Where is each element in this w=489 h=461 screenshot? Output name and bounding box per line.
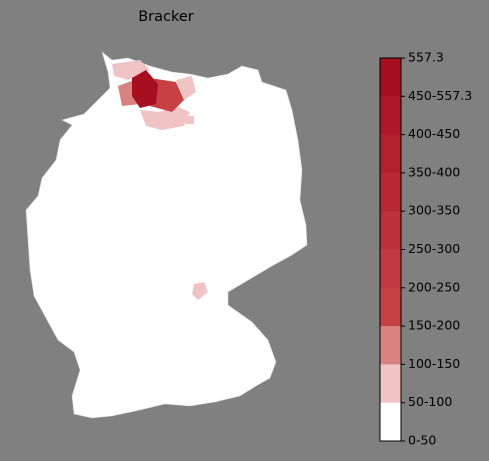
colorbar-label: 150-200: [408, 318, 460, 333]
region-light: [192, 282, 208, 300]
region-light: [186, 116, 194, 124]
colorbar-segment: [380, 134, 401, 174]
colorbar-label: 350-400: [408, 164, 460, 179]
map-title: Bracker: [138, 9, 194, 25]
colorbar-label: 300-350: [408, 203, 460, 218]
country-outline: [25, 51, 308, 419]
colorbar-label: 250-300: [408, 241, 460, 256]
colorbar-label: 200-250: [408, 279, 460, 294]
colorbar-label: 557.3: [408, 50, 444, 65]
colorbar-segment: [380, 249, 401, 289]
germany-map: [25, 51, 308, 419]
colorbar-label: 0-50: [408, 433, 436, 448]
colorbar-segment: [380, 172, 401, 212]
region-dark: [132, 70, 158, 108]
colorbar-label: 100-150: [408, 356, 460, 371]
region-light: [112, 60, 150, 80]
colorbar-label: 400-450: [408, 126, 460, 141]
region-medium: [150, 78, 184, 112]
region-light: [140, 106, 190, 130]
colorbar-segment: [380, 402, 401, 442]
colorbar-label: 450-557.3: [408, 88, 472, 103]
colorbar: 557.3 450-557.3 400-450 350-400 300-350 250-3…: [379, 50, 472, 448]
colorbar-segment: [380, 326, 401, 365]
colorbar-segment: [380, 287, 401, 327]
colorbar-segment: [380, 211, 401, 250]
colorbar-segment: [380, 58, 401, 97]
region-medium: [176, 76, 196, 100]
colorbar-label: 50-100: [408, 394, 452, 409]
colorbar-segment: [380, 364, 401, 404]
colorbar-segment: [380, 96, 401, 136]
